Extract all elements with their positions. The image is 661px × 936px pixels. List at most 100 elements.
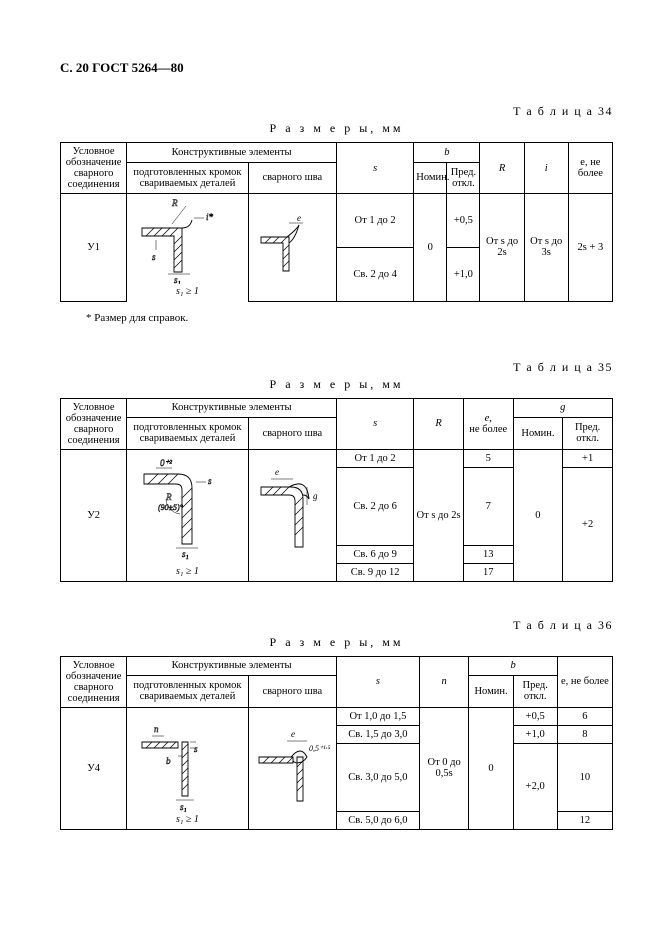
diagram-u1-weld-icon: e [253, 211, 333, 283]
diagram-34-right: e [248, 194, 336, 302]
b-dev3-36: +2,0 [513, 743, 557, 829]
th-s-36: s [336, 656, 419, 707]
th-e-36: e, не более [557, 656, 612, 707]
th-g-35: g [513, 398, 612, 418]
diagram-35-right: e g [248, 449, 336, 581]
svg-text:e: e [291, 729, 295, 739]
diagram-34-left: R i* s s₁ s₁ ≥ 1 [127, 194, 248, 302]
s1-note-36: s₁ ≥ 1 [131, 814, 243, 825]
e-34: 2s + 3 [568, 194, 612, 302]
svg-text:s₁: s₁ [182, 549, 189, 559]
svg-text:b: b [166, 756, 171, 766]
th-nom-35: Номин. [513, 418, 563, 449]
svg-text:s: s [208, 476, 212, 486]
table-34-caption: Р а з м е р ы, мм [60, 121, 613, 136]
b-dev2-36: +1,0 [513, 725, 557, 743]
s35-4: Св. 9 до 12 [336, 563, 413, 581]
e36-3: 10 [557, 743, 612, 811]
th-i: i [524, 143, 568, 194]
table-35-caption: Р а з м е р ы, мм [60, 377, 613, 392]
table-36: Условное обозначение сварного соединения… [60, 656, 613, 830]
diagram-u2-edges-icon: 0⁺² (90±5)° R s s₁ [132, 454, 242, 564]
s36-2: Св. 1,5 до 3,0 [336, 725, 419, 743]
diagram-u4-edges-icon: n b s s₁ [132, 712, 242, 812]
th-b-36: b [469, 656, 557, 676]
g-dev2-35: +2 [563, 467, 613, 581]
e35-2: 7 [463, 467, 513, 545]
svg-text:s₁: s₁ [174, 275, 181, 284]
s35-3: Св. 6 до 9 [336, 545, 413, 563]
th-e: e, не более [568, 143, 612, 194]
th-edges-36: подготовленных кромок свариваемых детале… [127, 676, 248, 707]
s-row2: Св. 2 до 4 [336, 247, 413, 301]
th-col1-36: Условное обозначение сварного соединения [61, 656, 127, 707]
s36-4: Св. 5,0 до 6,0 [336, 811, 419, 829]
b-dev2: +1,0 [447, 247, 480, 301]
th-edges: подготовленных кромок свариваемых детале… [127, 162, 248, 193]
e36-2: 8 [557, 725, 612, 743]
th-dev: Пред. откл. [447, 162, 480, 193]
code-35: У2 [61, 449, 127, 581]
n-36: От 0 до 0,5s [419, 707, 469, 829]
diagram-u1-edges-icon: R i* s s₁ [132, 198, 242, 284]
code-36: У4 [61, 707, 127, 829]
table-34-label: Т а б л и ц а 34 [60, 104, 613, 119]
th-R-35: R [414, 398, 464, 449]
svg-text:(90±5)°: (90±5)° [158, 503, 184, 512]
th-s: s [336, 143, 413, 194]
diagram-u2-weld-icon: e g [253, 465, 341, 565]
s1-note-34: s₁ ≥ 1 [131, 286, 243, 297]
th-s-35: s [336, 398, 413, 449]
table-35: Условное обозначение сварного соединения… [60, 398, 613, 582]
e35-1: 5 [463, 449, 513, 467]
diagram-35-left: 0⁺² (90±5)° R s s₁ s₁ ≥ 1 [127, 449, 248, 581]
R-34: От s до 2s [480, 194, 524, 302]
table-36-label: Т а б л и ц а 36 [60, 618, 613, 633]
svg-text:s: s [194, 744, 198, 754]
b-nom: 0 [414, 194, 447, 302]
table-35-label: Т а б л и ц а 35 [60, 360, 613, 375]
diagram-u4-weld-icon: e 0,5⁺¹·⁵ [253, 723, 343, 813]
th-construct: Конструктивные элементы [127, 143, 337, 163]
table-36-block: Т а б л и ц а 36 Р а з м е р ы, мм Услов… [60, 618, 613, 830]
svg-text:R: R [171, 198, 178, 208]
svg-text:s₁: s₁ [180, 802, 187, 812]
th-edges-35: подготовленных кромок свариваемых детале… [127, 418, 248, 449]
th-R: R [480, 143, 524, 194]
th-e-35: e,не более [463, 398, 513, 449]
table-34-block: Т а б л и ц а 34 Р а з м е р ы, мм Услов… [60, 104, 613, 324]
th-construct-35: Конструктивные элементы [127, 398, 337, 418]
svg-text:0⁺²: 0⁺² [160, 458, 172, 468]
th-weld-35: сварного шва [248, 418, 336, 449]
s35-2: Св. 2 до 6 [336, 467, 413, 545]
svg-text:i*: i* [206, 212, 214, 222]
svg-text:e: e [275, 467, 279, 477]
s1-note-35: s₁ ≥ 1 [131, 566, 243, 577]
e36-1: 6 [557, 707, 612, 725]
diagram-36-left: n b s s₁ s₁ ≥ 1 [127, 707, 248, 829]
code-34: У1 [61, 194, 127, 302]
b-nom-36: 0 [469, 707, 513, 829]
table-35-block: Т а б л и ц а 35 Р а з м е р ы, мм Услов… [60, 360, 613, 582]
e35-4: 17 [463, 563, 513, 581]
b-dev1-36: +0,5 [513, 707, 557, 725]
svg-text:n: n [154, 724, 159, 734]
e36-4: 12 [557, 811, 612, 829]
e35-3: 13 [463, 545, 513, 563]
b-dev1: +0,5 [447, 194, 480, 248]
svg-text:s: s [152, 252, 156, 262]
page-header: С. 20 ГОСТ 5264—80 [60, 60, 613, 76]
svg-text:g: g [313, 491, 318, 501]
th-dev-36: Пред. откл. [513, 676, 557, 707]
footnote-34: * Размер для справок. [86, 312, 613, 324]
th-dev-35: Пред. откл. [563, 418, 613, 449]
svg-text:0,5⁺¹·⁵: 0,5⁺¹·⁵ [309, 744, 331, 753]
i-34: От s до 3s [524, 194, 568, 302]
diagram-36-right: e 0,5⁺¹·⁵ [248, 707, 336, 829]
svg-text:e: e [297, 213, 301, 223]
th-b: b [414, 143, 480, 163]
table-34: Условное обозначение сварного соединения… [60, 142, 613, 302]
s35-1: От 1 до 2 [336, 449, 413, 467]
th-n-36: n [419, 656, 469, 707]
th-nom-36: Номин. [469, 676, 513, 707]
